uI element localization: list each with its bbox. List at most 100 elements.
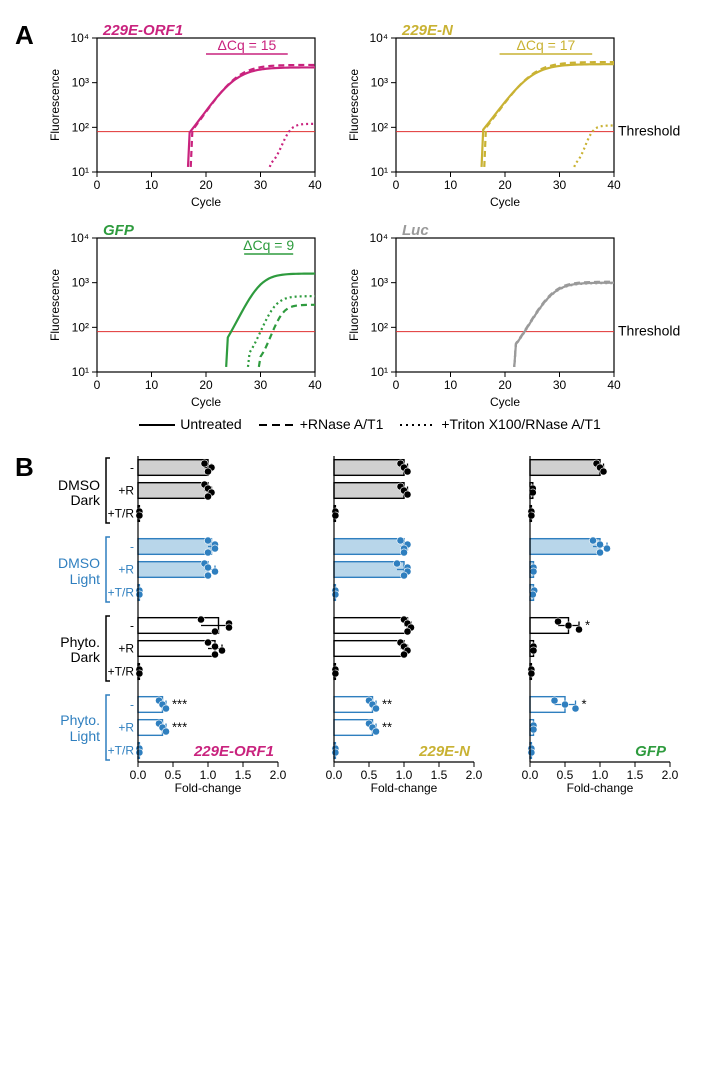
svg-text:***: *** (172, 697, 187, 712)
svg-text:Cycle: Cycle (191, 195, 221, 209)
svg-text:10: 10 (145, 178, 159, 192)
svg-text:10³: 10³ (72, 76, 89, 90)
svg-text:229E-N: 229E-N (418, 743, 471, 760)
panel-a-label: A (15, 20, 34, 51)
svg-text:Cycle: Cycle (191, 395, 221, 409)
svg-text:ΔCq = 15: ΔCq = 15 (217, 37, 276, 53)
group-label: Phyto.Dark (20, 611, 100, 689)
svg-text:**: ** (382, 697, 392, 712)
svg-text:30: 30 (254, 178, 268, 192)
svg-text:2.0: 2.0 (466, 768, 483, 782)
svg-text:Threshold: Threshold (618, 323, 680, 339)
svg-text:0: 0 (94, 178, 101, 192)
svg-text:1.0: 1.0 (200, 768, 217, 782)
svg-text:10: 10 (444, 178, 458, 192)
svg-text:10⁴: 10⁴ (70, 31, 89, 45)
svg-text:10²: 10² (371, 320, 388, 334)
legend-item: Untreated (138, 416, 241, 432)
svg-text:Fold-change: Fold-change (371, 781, 438, 795)
svg-text:+R: +R (118, 484, 134, 498)
svg-text:10¹: 10¹ (72, 165, 89, 179)
svg-text:Fold-change: Fold-change (175, 781, 242, 795)
svg-text:+T/R: +T/R (108, 665, 135, 679)
svg-text:*: * (585, 618, 590, 633)
svg-text:20: 20 (199, 378, 213, 392)
panel-b: B DMSODarkDMSOLightPhyto.DarkPhyto.Light… (15, 452, 694, 796)
svg-text:10⁴: 10⁴ (369, 31, 388, 45)
svg-text:10³: 10³ (72, 276, 89, 290)
svg-text:20: 20 (199, 178, 213, 192)
svg-text:GFP: GFP (635, 743, 667, 760)
svg-text:+R: +R (118, 721, 134, 735)
svg-text:30: 30 (254, 378, 268, 392)
svg-text:+T/R: +T/R (108, 586, 135, 600)
panel-b-barcharts: -+R+T/R-+R+T/R-+R+T/R***-***+R+T/R0.00.5… (104, 452, 694, 796)
svg-text:Fluorescence: Fluorescence (48, 69, 62, 141)
svg-text:1.0: 1.0 (592, 768, 609, 782)
svg-text:2.0: 2.0 (270, 768, 287, 782)
svg-text:+T/R: +T/R (108, 507, 135, 521)
svg-text:Cycle: Cycle (490, 395, 520, 409)
svg-text:10¹: 10¹ (371, 165, 388, 179)
svg-text:GFP: GFP (103, 222, 135, 239)
svg-text:10²: 10² (72, 120, 89, 134)
legend-item: +RNase A/T1 (258, 416, 384, 432)
svg-text:229E-ORF1: 229E-ORF1 (102, 22, 183, 39)
svg-text:30: 30 (553, 178, 567, 192)
svg-text:ΔCq = 17: ΔCq = 17 (516, 37, 575, 53)
svg-text:Fold-change: Fold-change (567, 781, 634, 795)
svg-text:ΔCq = 9: ΔCq = 9 (243, 237, 294, 253)
svg-text:40: 40 (607, 178, 621, 192)
panel-a-grid: 0 10 20 30 40 10¹ 10² 10³ 10⁴ Cycle Fluorescence 22… (45, 20, 694, 410)
group-label: Phyto.Light (20, 690, 100, 768)
svg-text:10: 10 (444, 378, 458, 392)
svg-text:10⁴: 10⁴ (369, 231, 388, 245)
svg-text:1.5: 1.5 (235, 768, 252, 782)
svg-text:Fluorescence: Fluorescence (347, 269, 361, 341)
panel-b-label: B (15, 452, 34, 483)
barchart-0: -+R+T/R-+R+T/R-+R+T/R***-***+R+T/R0.00.5… (104, 452, 294, 796)
svg-text:40: 40 (308, 378, 322, 392)
svg-text:10¹: 10¹ (371, 365, 388, 379)
barchart-2: **0.00.51.01.52.0Fold-changeGFP (496, 452, 686, 796)
group-label: DMSOLight (20, 533, 100, 611)
svg-text:-: - (130, 619, 134, 633)
svg-text:Fluorescence: Fluorescence (347, 69, 361, 141)
svg-text:10³: 10³ (371, 76, 388, 90)
svg-text:+R: +R (118, 642, 134, 656)
svg-text:0.5: 0.5 (557, 768, 574, 782)
svg-text:229E-N: 229E-N (401, 22, 454, 39)
legend-item: +Triton X100/RNase A/T1 (399, 416, 600, 432)
svg-text:1.5: 1.5 (431, 768, 448, 782)
svg-text:Fluorescence: Fluorescence (48, 269, 62, 341)
svg-text:1.5: 1.5 (627, 768, 644, 782)
svg-text:40: 40 (607, 378, 621, 392)
svg-text:-: - (130, 461, 134, 475)
panel-a: A 0 10 20 30 40 10¹ 10² 10³ 10⁴ Cycle Fluorescence… (15, 20, 694, 432)
svg-text:Threshold: Threshold (618, 123, 680, 139)
svg-text:10²: 10² (371, 120, 388, 134)
svg-text:+T/R: +T/R (108, 744, 135, 758)
svg-text:20: 20 (498, 378, 512, 392)
svg-text:Cycle: Cycle (490, 195, 520, 209)
panel-b-group-labels: DMSODarkDMSOLightPhyto.DarkPhyto.Light (20, 452, 104, 796)
svg-text:-: - (130, 540, 134, 554)
svg-text:229E-ORF1: 229E-ORF1 (193, 743, 274, 760)
panel-b-wrap: DMSODarkDMSOLightPhyto.DarkPhyto.Light -… (20, 452, 694, 796)
svg-text:30: 30 (553, 378, 567, 392)
svg-text:***: *** (172, 720, 187, 735)
svg-text:0.5: 0.5 (361, 768, 378, 782)
svg-text:10¹: 10¹ (72, 365, 89, 379)
svg-text:10⁴: 10⁴ (70, 231, 89, 245)
svg-text:20: 20 (498, 178, 512, 192)
svg-text:-: - (130, 698, 134, 712)
svg-text:*: * (582, 697, 587, 712)
svg-text:40: 40 (308, 178, 322, 192)
svg-text:0.5: 0.5 (165, 768, 182, 782)
svg-text:**: ** (382, 720, 392, 735)
svg-text:0.0: 0.0 (326, 768, 343, 782)
svg-text:2.0: 2.0 (662, 768, 679, 782)
svg-text:Luc: Luc (402, 222, 429, 239)
svg-text:+R: +R (118, 563, 134, 577)
subplot-3: 01020304010¹10²10³10⁴CycleFluorescenceTh… (344, 220, 694, 410)
